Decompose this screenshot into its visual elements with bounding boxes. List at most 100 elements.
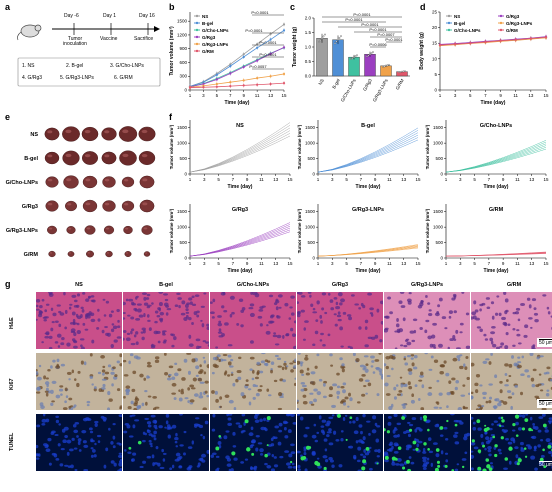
x-tick-label: 11 — [515, 177, 520, 182]
tumor-specimen — [66, 226, 76, 234]
x-tick-label: 1 — [445, 177, 448, 182]
tumor-highlight — [104, 154, 110, 158]
histology-image — [123, 353, 209, 410]
y-tick-label: 600 — [179, 60, 187, 65]
mouse-growth-line — [189, 122, 291, 173]
mouse-growth-line — [189, 125, 291, 173]
x-tick-label: 9 — [502, 177, 505, 182]
data-point — [215, 78, 218, 81]
tumor-highlight — [106, 252, 110, 254]
x-tick-label: 7 — [360, 177, 363, 182]
histology-image — [297, 292, 383, 349]
tissue-texture — [210, 414, 296, 471]
x-tick-label: 9 — [374, 261, 377, 266]
individual-chart-title: G/Rg3-LNPs — [352, 207, 384, 213]
x-tick-label: 11 — [515, 261, 520, 266]
x-axis-label: Time (day) — [484, 184, 509, 190]
tumor-specimen — [123, 225, 133, 235]
timeline-day-3: Day 16 — [139, 13, 155, 19]
tissue-texture — [36, 292, 122, 349]
bar-4 — [380, 65, 392, 77]
histology-image — [297, 353, 383, 410]
x-axis-label: Time (day) — [481, 100, 506, 106]
tumor-specimen — [84, 225, 96, 235]
data-point — [242, 84, 245, 87]
tumor-highlight — [65, 153, 72, 158]
legend-marker — [195, 35, 199, 39]
mouse-growth-line — [317, 130, 419, 173]
legend-label: G/Cho-LNPs — [202, 28, 229, 33]
x-tick-label: 5 — [473, 177, 476, 182]
tumor-specimen — [44, 151, 60, 165]
individual-chart-title: G/Cho-LNPs — [480, 123, 512, 129]
p-value-annotation: P=0.0006 — [369, 42, 387, 47]
legend-label: G/Rg3-LNPs — [202, 42, 229, 47]
y-tick-label: 500 — [179, 156, 187, 161]
y-tick-label: 0 — [440, 256, 443, 261]
tumor-row-label: G/RM — [24, 252, 39, 258]
x-tick-label: 5 — [216, 93, 219, 98]
timeline-event-1: Tumor inoculation — [63, 36, 87, 47]
data-point — [256, 83, 259, 86]
tumor-specimen — [44, 127, 60, 141]
tissue-texture — [384, 353, 470, 410]
y-tick-label: 1.0 — [305, 45, 312, 50]
x-tick-label: 1 — [189, 177, 192, 182]
series-line-5 — [439, 36, 547, 46]
panel-letter-d: d — [420, 2, 426, 12]
tissue-texture — [297, 414, 381, 471]
data-point — [438, 43, 442, 47]
tumor-highlight — [47, 130, 53, 134]
y-axis-label: Tumor volume (mm³) — [169, 124, 174, 169]
histology-image — [123, 292, 209, 349]
y-tick-label: 500 — [179, 240, 187, 245]
tissue-texture — [471, 292, 552, 349]
bar-3 — [364, 54, 376, 77]
mouse-icon — [17, 24, 42, 41]
histology-image: 50 μm — [471, 353, 552, 410]
x-tick-label: 15 — [415, 261, 421, 266]
y-tick-label: 0 — [434, 88, 437, 93]
x-tick-label: 13 — [273, 177, 279, 182]
tumor-photo-grid: NS B-gel G/Cho-LNPs G/Rg3 G/Rg3-LNPs G/RM — [6, 126, 156, 258]
y-tick-label: 0.0 — [305, 74, 312, 79]
x-tick-label: 5 — [469, 93, 472, 98]
histology-image — [297, 414, 383, 471]
y-tick-label: 500 — [435, 156, 443, 161]
x-tick-label: 15 — [287, 261, 293, 266]
bar-category-label: G/Cho-LNPs — [340, 77, 357, 102]
tissue-texture — [36, 414, 122, 471]
tumor-specimen — [119, 150, 137, 166]
sample-dot — [382, 66, 384, 68]
y-tick-label: 0 — [184, 256, 187, 261]
x-axis-label: Time (day) — [228, 184, 253, 190]
y-tick-label: 0 — [440, 172, 443, 177]
y-tick-label: 1500 — [177, 209, 188, 214]
legend-label: G/RM — [506, 28, 518, 33]
tumor-specimen — [82, 199, 98, 213]
y-tick-label: 1500 — [305, 125, 316, 130]
x-tick-label: 1 — [445, 261, 448, 266]
histology-column-label: G/Rg3 — [331, 282, 349, 288]
x-tick-label: 3 — [203, 177, 206, 182]
group-4: 4. G/Rg3 — [22, 75, 43, 81]
legend-marker — [195, 42, 199, 46]
tumor-highlight — [47, 202, 53, 206]
series-line-4 — [189, 73, 285, 88]
data-point — [282, 46, 286, 49]
data-point — [242, 65, 245, 69]
tumor-specimen — [81, 151, 98, 165]
tumor-specimen — [139, 175, 155, 189]
tumor-specimen — [103, 225, 115, 235]
histology-image — [384, 414, 470, 471]
x-tick-label: 3 — [454, 93, 457, 98]
x-tick-label: 13 — [273, 261, 279, 266]
tumor-specimen — [47, 225, 57, 235]
tumor-highlight — [124, 179, 129, 182]
x-tick-label: 9 — [502, 261, 505, 266]
y-tick-label: 1500 — [305, 209, 316, 214]
group-3: 3. G/Cho-LNPs — [110, 63, 144, 69]
